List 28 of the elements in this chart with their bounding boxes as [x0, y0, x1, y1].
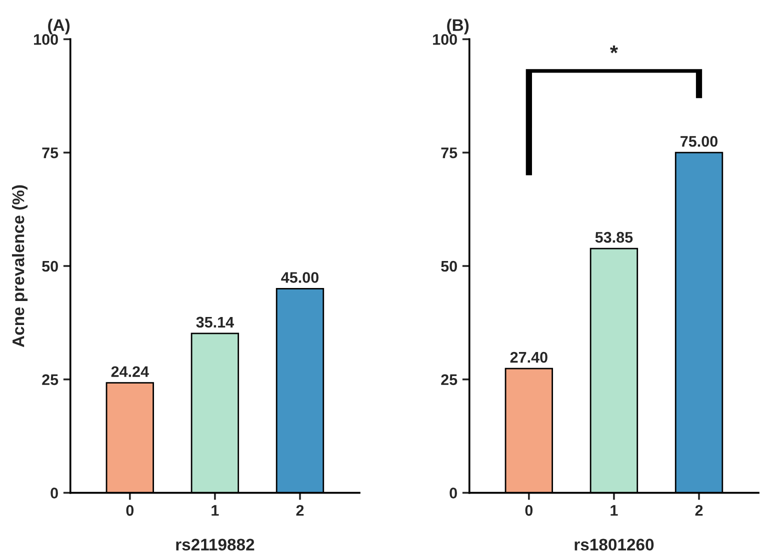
y-axis-title: Acne prevalence (%) [12, 185, 28, 348]
x-tick-label: 1 [212, 505, 219, 516]
y-tick-label: 0 [450, 488, 457, 498]
y-tick-label: 100 [433, 34, 457, 45]
chart-title: (A) [48, 18, 70, 34]
y-tick-label: 25 [441, 374, 458, 386]
data-label: 45.00 [281, 272, 318, 283]
x-axis-title: rs1801260 [574, 538, 654, 551]
data-label: 27.40 [510, 352, 548, 363]
data-label: 53.85 [595, 232, 633, 243]
y-tick-label: 0 [50, 488, 58, 498]
y-tick-label: 100 [34, 34, 58, 45]
x-tick-label: 0 [126, 505, 134, 516]
y-tick-label: 50 [42, 260, 58, 272]
y-tick-label: 50 [441, 260, 457, 272]
y-tick-label: 75 [42, 148, 58, 158]
data-label: 75.00 [680, 136, 718, 147]
chart-title: (B) [447, 18, 469, 34]
data-label: 24.24 [111, 366, 149, 377]
y-tick-label: 25 [42, 374, 58, 386]
x-tick-label: 1 [610, 505, 618, 516]
annotation: * [610, 45, 618, 54]
x-tick-label: 2 [296, 505, 304, 516]
y-tick-label: 75 [441, 148, 458, 158]
data-label: 35.14 [196, 316, 234, 328]
x-tick-label: 0 [525, 505, 533, 516]
x-axis-title: rs2119882 [176, 538, 254, 551]
x-tick-label: 2 [695, 505, 703, 516]
